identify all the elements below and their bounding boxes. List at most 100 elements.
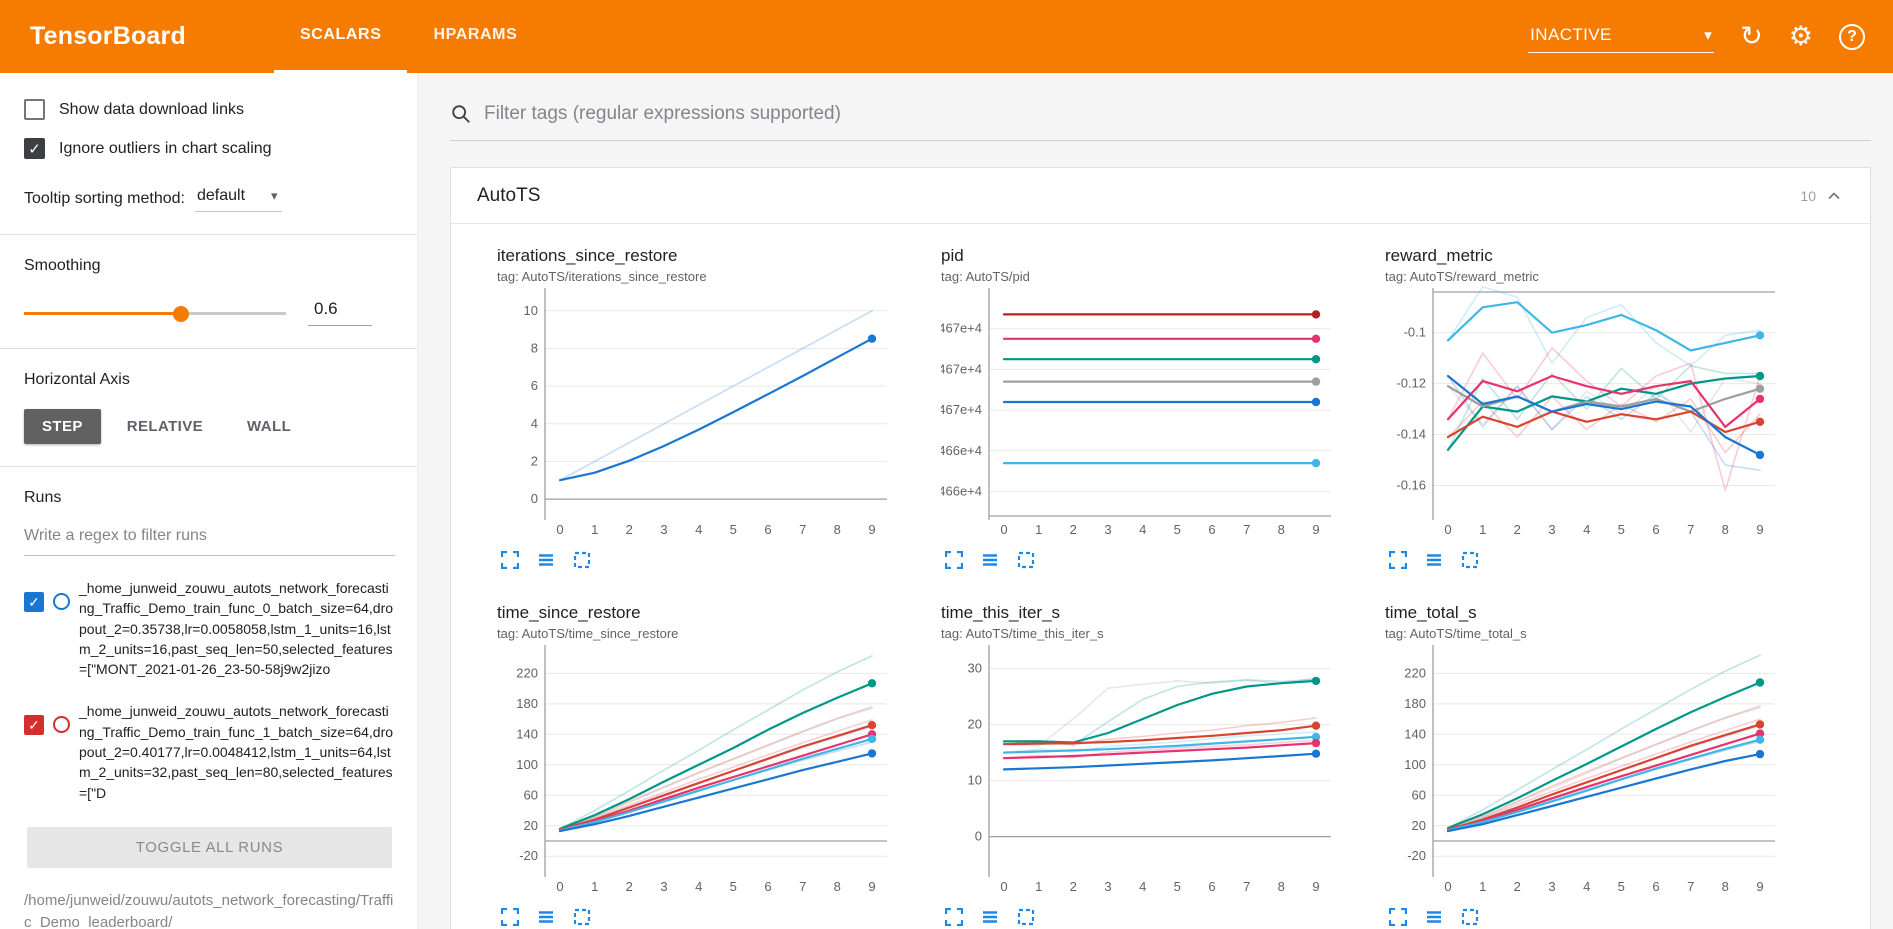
- tooltip-sorting-dropdown[interactable]: default ▾: [194, 185, 282, 212]
- svg-text:7: 7: [1243, 522, 1250, 537]
- fit-domain-icon[interactable]: [1461, 908, 1479, 926]
- runs-filter-input[interactable]: [24, 517, 395, 556]
- chart-tag: tag: AutoTS/iterations_since_restore: [497, 269, 707, 284]
- svg-text:1: 1: [591, 522, 598, 537]
- chart-plot[interactable]: 0 2 4 6 8 10 0 1 2 3 4 5 6 7 8 9: [497, 284, 897, 542]
- topbar: TensorBoard SCALARS HPARAMS INACTIVE ▾ ↻…: [0, 0, 1893, 73]
- tooltip-sorting-value: default: [196, 187, 246, 204]
- show-download-links-checkbox-row[interactable]: Show data download links: [24, 99, 395, 120]
- run-checkbox[interactable]: ✓: [24, 715, 44, 736]
- chart-plot[interactable]: 220 180 140 100 60 20 -20 0 1 2 3 4 5 6 7 8 9: [497, 641, 897, 899]
- fullscreen-icon[interactable]: [945, 551, 963, 569]
- run-item[interactable]: ✓ _home_junweid_zouwu_autots_network_fore…: [24, 701, 395, 802]
- checkbox-unchecked-icon[interactable]: [24, 99, 45, 120]
- fullscreen-icon[interactable]: [1389, 908, 1407, 926]
- svg-text:0: 0: [556, 879, 563, 894]
- reload-status-dropdown[interactable]: INACTIVE ▾: [1528, 21, 1715, 53]
- svg-text:6: 6: [764, 879, 771, 894]
- svg-text:7: 7: [1243, 879, 1250, 894]
- gear-icon[interactable]: ⚙: [1788, 21, 1813, 51]
- svg-text:30: 30: [968, 661, 982, 676]
- svg-text:20: 20: [1412, 818, 1426, 833]
- svg-text:6: 6: [764, 522, 771, 537]
- help-icon[interactable]: ?: [1839, 23, 1865, 50]
- svg-text:1: 1: [1479, 522, 1486, 537]
- svg-text:2: 2: [626, 522, 633, 537]
- chart-plot[interactable]: 0 10 20 30 0 1 2 3 4 5 6 7 8 9: [941, 641, 1341, 899]
- svg-text:1: 1: [1035, 879, 1042, 894]
- data-download-icon[interactable]: [537, 551, 555, 569]
- fullscreen-icon[interactable]: [1389, 551, 1407, 569]
- svg-text:7: 7: [1687, 879, 1694, 894]
- data-download-icon[interactable]: [981, 551, 999, 569]
- svg-text:3: 3: [1548, 522, 1555, 537]
- svg-text:4: 4: [1583, 522, 1590, 537]
- fit-domain-icon[interactable]: [573, 551, 591, 569]
- svg-text:2: 2: [1070, 879, 1077, 894]
- svg-text:0: 0: [556, 522, 563, 537]
- svg-text:0: 0: [1000, 522, 1007, 537]
- card-header[interactable]: AutoTS 10: [451, 168, 1870, 224]
- ignore-outliers-checkbox-row[interactable]: ✓ Ignore outliers in chart scaling: [24, 138, 395, 159]
- tab-hparams[interactable]: HPARAMS: [433, 26, 518, 43]
- smoothing-slider[interactable]: [24, 303, 286, 323]
- divider: [0, 348, 417, 349]
- fit-domain-icon[interactable]: [1017, 908, 1035, 926]
- svg-text:5: 5: [1618, 522, 1625, 537]
- data-download-icon[interactable]: [1425, 908, 1443, 926]
- tab-scalars[interactable]: SCALARS: [273, 0, 408, 73]
- fullscreen-icon[interactable]: [501, 551, 519, 569]
- svg-text:8: 8: [1722, 879, 1729, 894]
- autots-card: AutoTS 10 iterations_since_restore tag: A…: [450, 167, 1871, 929]
- svg-text:7: 7: [799, 879, 806, 894]
- tag-filter-row: [450, 87, 1871, 141]
- axis-relative-button[interactable]: RELATIVE: [126, 418, 204, 435]
- fullscreen-icon[interactable]: [501, 908, 519, 926]
- svg-text:100: 100: [1404, 757, 1426, 772]
- toggle-all-runs-button[interactable]: TOGGLE ALL RUNS: [27, 826, 392, 868]
- smoothing-value-field[interactable]: 0.6: [308, 299, 372, 326]
- data-download-icon[interactable]: [1425, 551, 1443, 569]
- fullscreen-icon[interactable]: [945, 908, 963, 926]
- svg-text:2: 2: [1514, 879, 1521, 894]
- chart-count: 10: [1800, 187, 1816, 204]
- svg-text:-0.14: -0.14: [1396, 427, 1426, 442]
- app-title: TensorBoard: [30, 22, 186, 50]
- run-radio[interactable]: [53, 593, 70, 610]
- svg-text:8: 8: [1278, 879, 1285, 894]
- chart-toolbar: [497, 547, 899, 569]
- chevron-up-icon[interactable]: [1824, 186, 1844, 206]
- page-body: Show data download links ✓ Ignore outlie…: [0, 73, 1893, 929]
- svg-text:3: 3: [1548, 879, 1555, 894]
- card-collapse-control[interactable]: 10: [1800, 186, 1844, 206]
- chart-title: pid: [941, 246, 964, 265]
- axis-wall-button[interactable]: WALL: [247, 418, 292, 435]
- chart-plot[interactable]: 2.467e+4 2.467e+4 2.467e+4 2.466e+4 2.466e+4…: [927, 284, 1341, 542]
- chart-plot[interactable]: 220 180 140 100 60 20 -20 0 1 2 3 4 5 6 7 8 9: [1385, 641, 1785, 899]
- search-icon: [452, 104, 470, 123]
- checkbox-checked-icon[interactable]: ✓: [24, 138, 45, 159]
- chart-plot[interactable]: -0.1 -0.12 -0.14 -0.16 0 1 2 3 4 5 6 7 8 9: [1385, 284, 1785, 542]
- chevron-down-icon: ▾: [1704, 26, 1713, 44]
- run-radio[interactable]: [53, 716, 70, 734]
- divider: [0, 466, 417, 467]
- axis-step-button[interactable]: STEP: [24, 409, 101, 444]
- fit-domain-icon[interactable]: [1461, 551, 1479, 569]
- svg-text:5: 5: [1618, 879, 1625, 894]
- data-download-icon[interactable]: [981, 908, 999, 926]
- svg-text:2.467e+4: 2.467e+4: [941, 361, 982, 376]
- slider-thumb[interactable]: [173, 305, 190, 322]
- svg-text:9: 9: [1312, 522, 1319, 537]
- svg-text:4: 4: [1139, 522, 1146, 537]
- fit-domain-icon[interactable]: [1017, 551, 1035, 569]
- tag-filter-input[interactable]: [484, 102, 1871, 125]
- refresh-icon[interactable]: ↻: [1740, 21, 1763, 51]
- fit-domain-icon[interactable]: [573, 908, 591, 926]
- data-download-icon[interactable]: [537, 908, 555, 926]
- run-checkbox[interactable]: ✓: [24, 592, 44, 612]
- svg-text:5: 5: [730, 522, 737, 537]
- run-item[interactable]: ✓ _home_junweid_zouwu_autots_network_fore…: [24, 578, 395, 679]
- runs-list: ✓ _home_junweid_zouwu_autots_network_fore…: [24, 578, 395, 803]
- svg-text:5: 5: [1174, 522, 1181, 537]
- svg-text:3: 3: [1104, 522, 1111, 537]
